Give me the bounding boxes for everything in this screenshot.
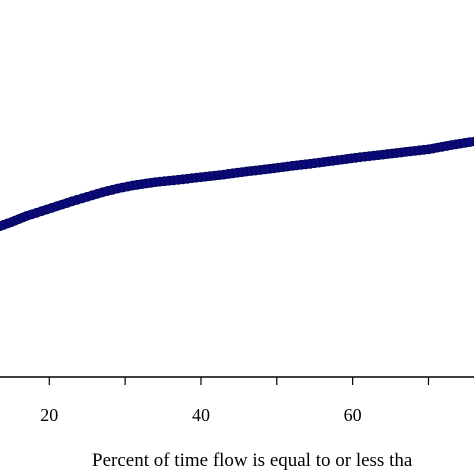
x-axis-ticks: 20 40 60 — [40, 377, 430, 425]
series-marker — [464, 137, 474, 147]
x-axis-title: Percent of time flow is equal to or less… — [92, 450, 413, 471]
x-tick-label: 40 — [192, 405, 210, 425]
series-group — [0, 136, 474, 232]
x-tick-label: 60 — [344, 405, 362, 425]
x-tick-label: 20 — [40, 405, 58, 425]
